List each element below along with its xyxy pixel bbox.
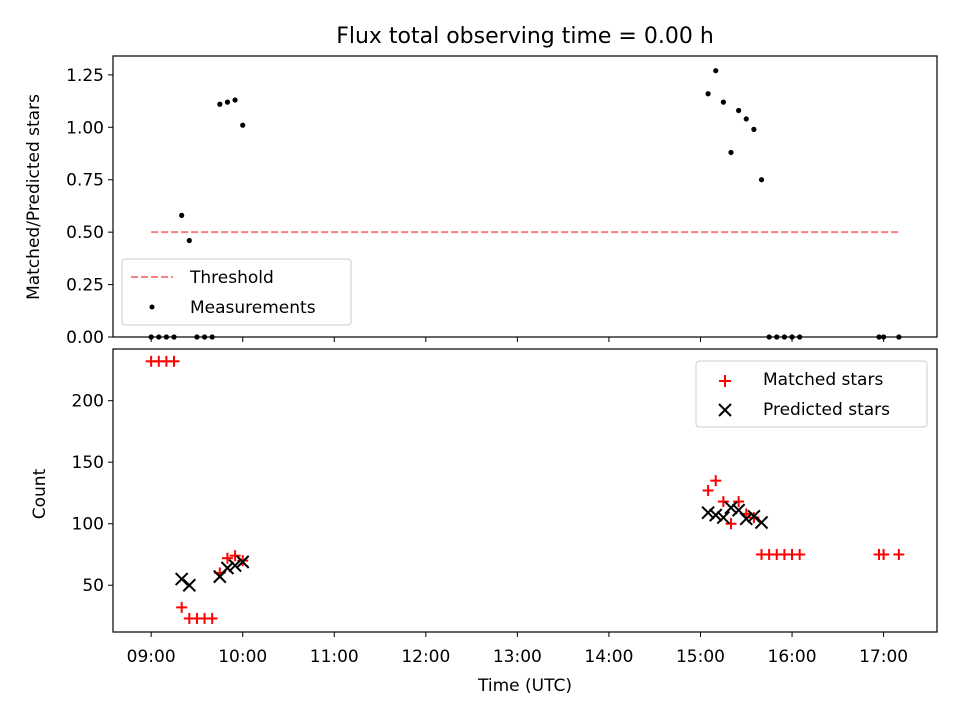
measurement-point	[720, 99, 726, 105]
x-tick-label: 13:00	[493, 647, 542, 667]
matched-star-point	[702, 485, 714, 496]
predicted-legend-marker	[718, 403, 732, 417]
y-tick-label: 0.50	[66, 223, 104, 243]
predicted-star-point	[709, 508, 723, 522]
measurements-legend-marker	[149, 304, 155, 310]
predicted-star-point	[754, 515, 769, 530]
measurement-point	[186, 237, 192, 244]
matched-star-point	[733, 496, 745, 508]
matched-star-point	[206, 612, 218, 624]
matched-star-point	[221, 552, 233, 564]
x-tick-label: 16:00	[768, 647, 817, 667]
predicted-star-point	[739, 512, 753, 526]
measurement-point	[751, 126, 757, 132]
count-plot-area	[145, 355, 905, 624]
measurement-point	[758, 177, 765, 183]
top-legend: Threshold Measurements	[121, 258, 352, 326]
matched-star-point	[229, 550, 241, 562]
predicted-star-point	[724, 501, 738, 515]
predicted-star-point	[716, 510, 731, 525]
measurement-point	[713, 68, 719, 74]
matched-star-point	[893, 548, 905, 560]
bottom-legend: Matched stars Predicted stars	[695, 360, 928, 428]
measurement-point	[224, 99, 231, 105]
y-tick-label: 100	[72, 515, 104, 535]
bottom-legend-box	[695, 360, 928, 428]
y-tick-label: 0.00	[66, 328, 104, 348]
measurement-point	[217, 101, 223, 107]
x-tick-label: 12:00	[401, 647, 450, 667]
x-tick-label: 15:00	[676, 647, 725, 667]
top-axes-frame	[112, 55, 938, 338]
y-tick-label: 150	[72, 453, 104, 473]
predicted-star-point	[701, 505, 715, 520]
y-tick-label: 1.00	[66, 118, 104, 138]
y-tick-label: 0.75	[66, 171, 104, 191]
predicted-star-point	[235, 555, 250, 569]
x-tick-label: 17:00	[859, 647, 908, 667]
y-tick-label: 200	[72, 392, 104, 412]
bottom-panel: 50 100 150 200 09:00 10:00 11:00 12:00 13:00 14:…	[30, 348, 938, 696]
chart-title: Flux total observing time = 0.00 h	[336, 24, 714, 49]
top-y-ticks: 0.00 0.25 0.50 0.75 1.00 1.25	[66, 66, 113, 348]
bottom-y-axis-label: Count	[30, 468, 50, 519]
bottom-axes-frame	[112, 348, 938, 633]
matched-star-point	[725, 518, 737, 530]
top-y-axis-label: Matched/Predicted stars	[24, 94, 44, 300]
top-x-ticks	[150, 337, 885, 342]
matched-star-point	[710, 475, 722, 487]
predicted-star-point	[747, 509, 761, 524]
y-tick-label: 50	[82, 576, 104, 596]
x-tick-label: 14:00	[584, 647, 633, 667]
measurement-point	[179, 212, 185, 218]
measurement-point	[743, 116, 749, 122]
x-axis-label: Time (UTC)	[477, 676, 572, 696]
measurement-point	[240, 122, 246, 128]
bottom-x-ticks: 09:00 10:00 11:00 12:00 13:00 14:00 15:00 16:00…	[127, 632, 908, 667]
measurement-point	[728, 149, 734, 156]
matched-legend-marker	[719, 375, 731, 387]
predicted-star-point	[220, 561, 235, 575]
top-legend-box	[121, 258, 352, 326]
x-tick-label: 09:00	[127, 647, 176, 667]
y-tick-label: 0.25	[66, 276, 104, 296]
matched-star-point	[878, 548, 890, 560]
matched-legend-label: Matched stars	[763, 370, 883, 390]
y-tick-label: 1.25	[66, 66, 104, 86]
top-panel: 0.00 0.25 0.50 0.75 1.00 1.25 Matched/Predict…	[24, 55, 938, 348]
x-tick-label: 11:00	[310, 647, 359, 667]
predicted-star-point	[228, 558, 242, 573]
x-tick-label: 10:00	[218, 647, 267, 667]
matched-star-point	[717, 496, 729, 508]
predicted-star-point	[174, 572, 189, 586]
matched-star-point	[176, 601, 188, 613]
matched-star-point	[168, 355, 180, 367]
bottom-y-ticks: 50 100 150 200	[72, 392, 113, 596]
threshold-legend-label: Threshold	[189, 268, 274, 288]
measurement-point	[705, 91, 711, 97]
measurements-legend-label: Measurements	[190, 298, 316, 318]
measurement-point	[736, 107, 742, 114]
predicted-legend-label: Predicted stars	[763, 400, 890, 420]
matched-star-point	[794, 548, 806, 560]
measurement-point	[232, 97, 238, 103]
predicted-star-point	[182, 578, 197, 592]
